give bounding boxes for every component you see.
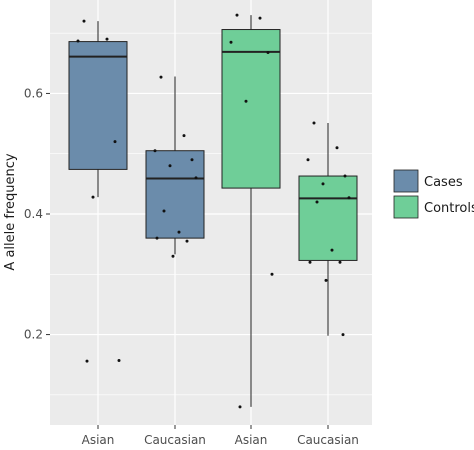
data-point [270, 272, 274, 276]
data-point [312, 121, 316, 125]
box-iqr [68, 41, 128, 170]
data-point [324, 278, 328, 282]
data-point [321, 182, 325, 186]
data-point [238, 405, 242, 409]
legend-swatch [393, 195, 419, 219]
data-point [343, 174, 347, 178]
data-point [338, 260, 342, 264]
box-iqr [298, 175, 358, 261]
data-point [266, 50, 270, 54]
data-point [113, 140, 117, 144]
x-tick-label: Asian [235, 433, 268, 447]
box-iqr [145, 150, 205, 239]
data-point [190, 158, 194, 162]
data-point [229, 40, 233, 44]
x-axis: Asian Caucasian Asian Caucasian [82, 425, 359, 447]
data-point [335, 146, 339, 150]
legend-item-controls: Controls [393, 195, 474, 219]
boxes [68, 15, 358, 407]
data-point [162, 209, 166, 213]
data-point [185, 239, 189, 243]
legend-label: Cases [424, 175, 463, 190]
data-point [235, 13, 239, 17]
data-point [308, 260, 312, 264]
data-point [82, 19, 86, 23]
legend-item-cases: Cases [393, 169, 463, 193]
data-points [76, 13, 351, 409]
data-point [244, 99, 248, 103]
data-point [168, 164, 172, 168]
box-controls-4 [298, 122, 358, 336]
box-cases-2 [145, 76, 205, 255]
y-axis-title: A allele frequency [3, 153, 18, 270]
data-point [182, 134, 186, 138]
data-point [155, 236, 159, 240]
x-tick-label: Asian [82, 433, 115, 447]
data-point [315, 200, 319, 204]
data-point [91, 195, 95, 199]
legend-label: Controls [424, 201, 474, 216]
legend: Cases Controls [393, 169, 474, 219]
y-tick-label: 0.4 [24, 207, 43, 221]
data-point [177, 230, 181, 234]
data-point [117, 358, 121, 362]
data-point [159, 75, 163, 79]
data-point [105, 37, 109, 41]
data-point [153, 149, 157, 153]
data-point [330, 248, 334, 252]
data-point [194, 176, 198, 180]
box-cases-1 [68, 21, 128, 198]
data-point [171, 254, 175, 258]
data-point [258, 16, 262, 20]
x-tick-label: Caucasian [297, 433, 359, 447]
y-tick-label: 0.6 [24, 86, 43, 100]
box-controls-3 [221, 15, 281, 407]
data-point [85, 359, 89, 363]
data-point [76, 39, 80, 43]
box-iqr [221, 29, 281, 189]
legend-swatch [393, 169, 419, 193]
y-axis: 0.2 0.4 0.6 [24, 86, 50, 342]
data-point [347, 196, 351, 200]
x-tick-label: Caucasian [144, 433, 206, 447]
data-point [306, 158, 310, 162]
data-point [341, 333, 345, 337]
y-tick-label: 0.2 [24, 328, 43, 342]
